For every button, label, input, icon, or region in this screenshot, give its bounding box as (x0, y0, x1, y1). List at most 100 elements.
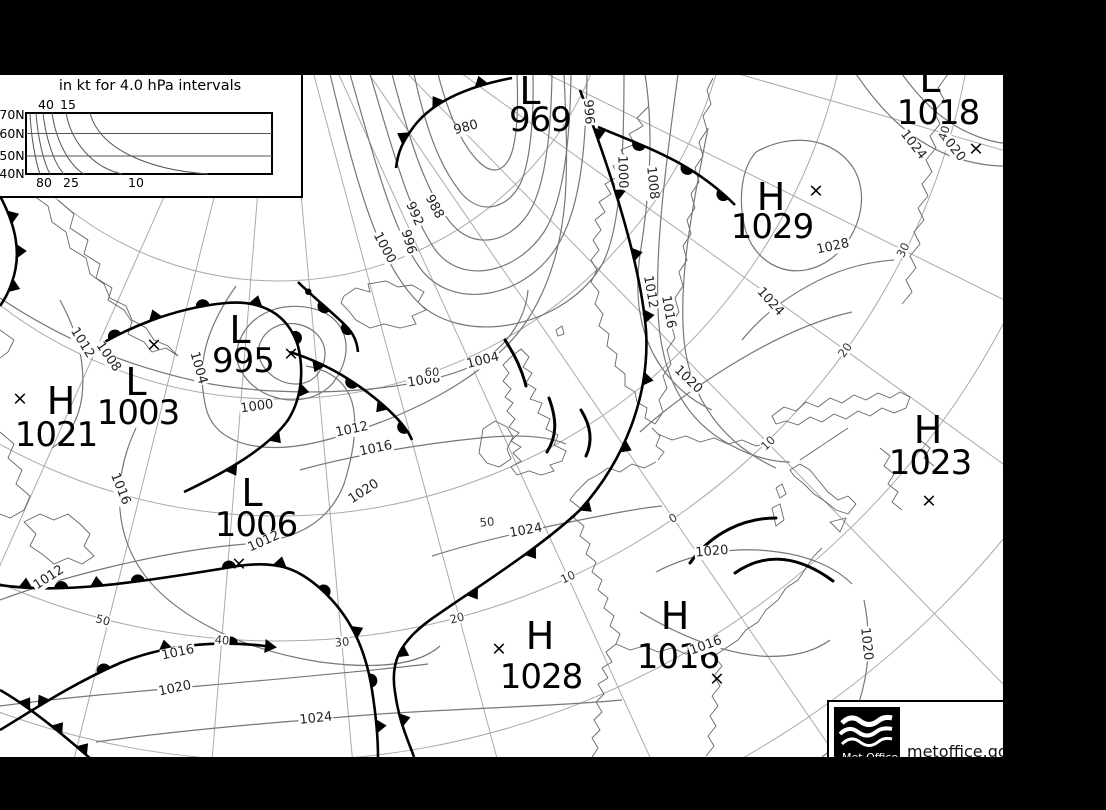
pressure-center-marker: × (921, 489, 937, 512)
pressure-system-value: 1003 (96, 393, 181, 433)
coast-northsea-channel-biscay (569, 461, 657, 645)
isobar-988 (391, 75, 553, 241)
pressure-system-letter: H (660, 594, 690, 638)
cold-front (0, 688, 91, 757)
isobar-label: 1020 (693, 542, 731, 561)
cold-front (0, 195, 27, 307)
letterbox-top (0, 0, 1106, 75)
geostrophic-wind-scale-legend: in kt for 4.0 hPa intervals 70N 60N 50N … (0, 75, 303, 198)
legend-lat-60n: 60N (0, 125, 25, 141)
pressure-system-letter: H (525, 614, 555, 658)
coast-sweden-baltic (654, 77, 714, 425)
coast-russia-north (901, 75, 948, 305)
isobar-label: 1016 (159, 641, 197, 664)
graticule-label: 60 (424, 364, 440, 379)
coast-iberia-west (591, 643, 617, 757)
isobar-label: 1020 (345, 476, 383, 508)
isobar-label: 1000 (238, 396, 276, 417)
pressure-system-letter: L (519, 75, 541, 113)
pressure-system-letter: L (125, 360, 147, 404)
pressure-system-value: 969 (509, 100, 572, 140)
pressure-system-value: 1021 (14, 415, 99, 455)
isobar-label: 1020 (670, 362, 706, 398)
warm-front (297, 281, 360, 353)
isobar-992 (369, 75, 572, 272)
trough-line (733, 557, 835, 583)
pressure-center-marker: × (283, 342, 299, 365)
isobar-1024-right (741, 259, 895, 341)
trough-line (579, 408, 592, 458)
pressure-center-marker: × (231, 552, 247, 575)
isobar-label: 1016 (357, 437, 395, 460)
pressure-system-letter: L (241, 471, 263, 515)
isobar-label: 1004 (186, 349, 211, 387)
pressure-system-value: 1023 (888, 443, 973, 483)
isobar-1016-ridge (299, 435, 567, 471)
pressure-system-letter: L (229, 308, 251, 352)
pressure-center-marker: × (968, 137, 984, 160)
occluded-front (289, 350, 414, 441)
graticule-label: 10 (558, 567, 578, 587)
graticule-label: 20 (835, 339, 855, 361)
isobar-label: 1028 (814, 235, 852, 258)
letterbox-bottom (0, 757, 1106, 810)
isobar-1004 (201, 75, 568, 449)
isobar-label: 1008 (643, 164, 662, 202)
pressure-system-letter: L (919, 75, 941, 101)
isobar-label: 1012 (66, 324, 98, 362)
letterbox-right (1003, 75, 1106, 757)
coast-black-sea (771, 391, 911, 426)
graticule-label: 30 (893, 240, 913, 260)
graticule-label: 10 (757, 432, 779, 454)
coast-ireland (478, 420, 514, 468)
isobar-label: 1024 (753, 284, 787, 320)
isobar-label: 996 (579, 98, 597, 126)
isobar-label: 988 (421, 191, 447, 223)
legend-lat-50n: 50N (0, 147, 25, 163)
trough-line (545, 396, 557, 454)
isobar-1020-south (0, 663, 429, 707)
metoffice-url: metoffice.gov.uk (907, 742, 1003, 757)
pressure-center-marker: × (146, 333, 162, 356)
legend-tick-25: 25 (63, 174, 79, 190)
pressure-system-letter: H (913, 408, 943, 452)
isobar-1016-spain (639, 611, 831, 657)
pressure-system-value: 1028 (499, 657, 584, 697)
coast-britain (502, 348, 567, 476)
chart-map-area: L 969 L 1018 × H 1029 × L 995 × L 1003 × H 1021 × L 1006 × H… (0, 75, 1003, 757)
isobar-label: 1012 (640, 273, 661, 311)
coast-baltic-south (657, 433, 771, 447)
isobar-label: 1024 (297, 709, 335, 728)
isobar-1000-995low (235, 305, 347, 401)
coast-sicily (829, 517, 847, 533)
legend-tick-10: 10 (128, 174, 144, 190)
coast-iberia-north-med (615, 643, 723, 757)
isobar-label: 1020 (156, 677, 194, 700)
coast-labrador (0, 431, 31, 519)
graticule-label: 30 (334, 634, 350, 650)
pressure-center-marker: × (709, 667, 725, 690)
isobar-label: 1000 (614, 154, 631, 190)
coast-corsica (775, 483, 787, 499)
coast-greenland-east (57, 199, 179, 357)
isobar-1012-south (0, 365, 356, 601)
isobar-label: 1012 (333, 418, 371, 441)
wind-scale-diagram (25, 112, 273, 175)
graticule-label: 0 (666, 510, 680, 526)
isobar-label: 1020 (857, 625, 876, 663)
coast-anatolia (919, 439, 935, 467)
pressure-center-marker: × (12, 387, 28, 410)
isobar-label: 1024 (507, 520, 545, 541)
legend-lat-40n: 40N (0, 165, 25, 181)
graticule-label: 40 (214, 632, 230, 648)
coast-aegean (879, 447, 903, 511)
graticule-label: 50 (479, 514, 495, 530)
graticule-label: 20 (448, 609, 466, 627)
isobar-label: 1016 (658, 293, 679, 331)
isobar-1024-topright (855, 75, 1003, 167)
occluded-front (87, 295, 310, 494)
isobar-996 (349, 75, 588, 295)
coast-shetland (555, 325, 565, 337)
pressure-center-marker: × (491, 637, 507, 660)
